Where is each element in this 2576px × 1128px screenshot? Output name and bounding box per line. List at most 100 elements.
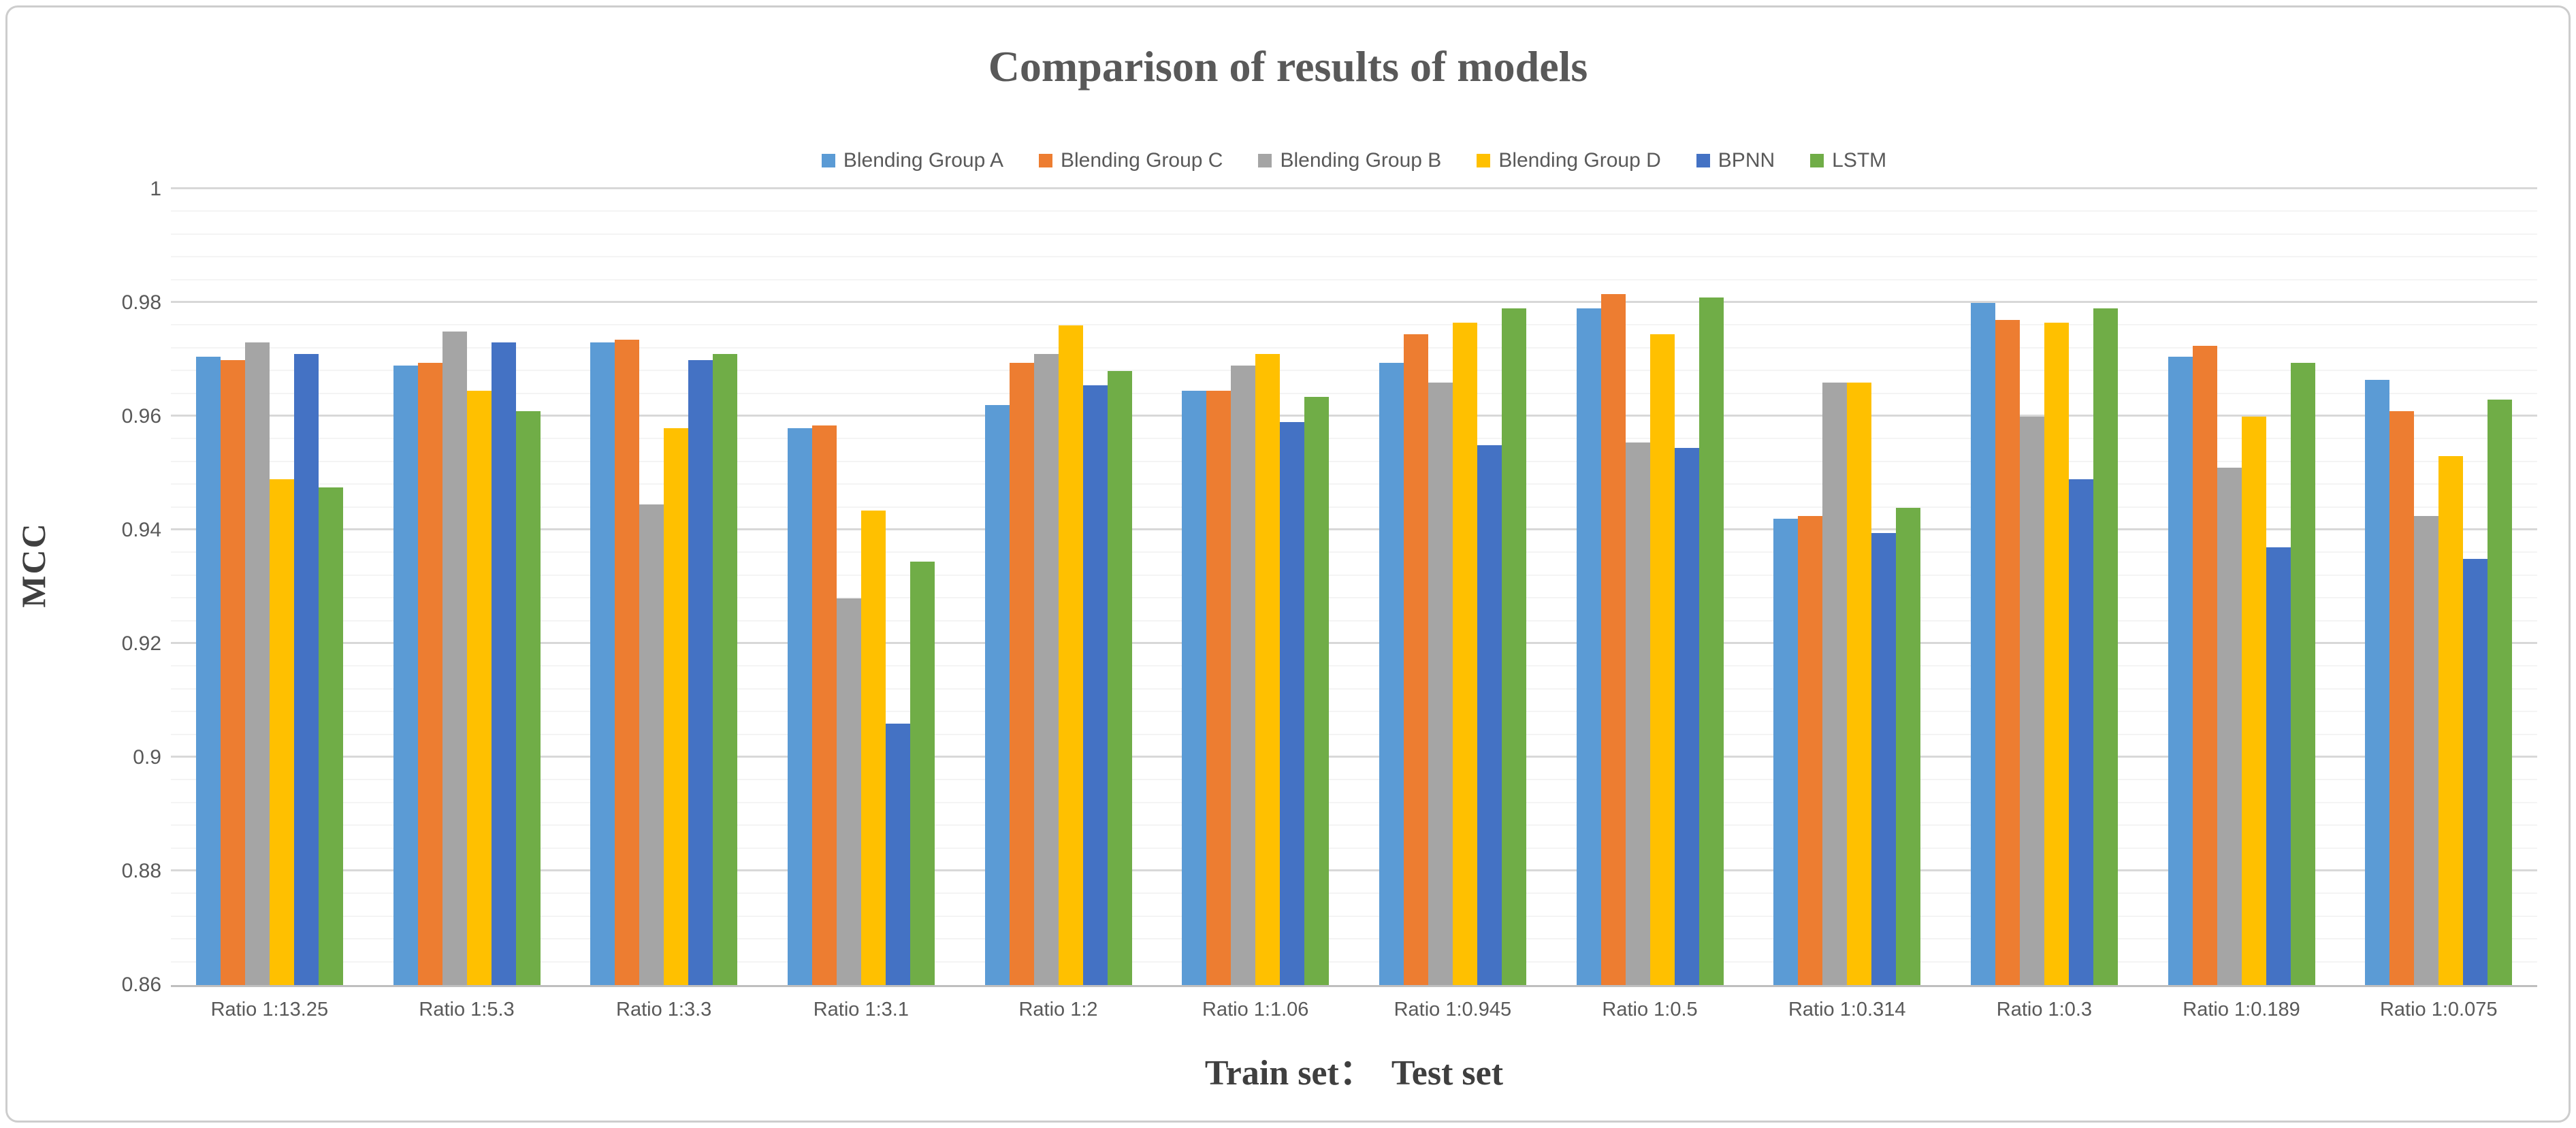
gridline-minor (171, 324, 2537, 326)
bar (466, 391, 492, 985)
x-tick-label: Ratio 1:0.3 (1996, 999, 2093, 1020)
bar (2463, 558, 2488, 985)
bar (1304, 396, 1330, 985)
bar (984, 405, 1010, 985)
bar (1649, 334, 1675, 985)
bar (318, 487, 343, 985)
gridline-minor (171, 779, 2537, 781)
gridline-minor (171, 733, 2537, 735)
gridline-minor (171, 824, 2537, 826)
legend-swatch-icon (821, 154, 835, 167)
bar (293, 354, 319, 985)
bar-group (762, 189, 960, 985)
chart-frame: Comparison of results of models Blending… (5, 5, 2571, 1123)
bar (515, 410, 541, 985)
bar (2217, 468, 2242, 985)
bar (1206, 391, 1231, 985)
bar (713, 354, 738, 985)
gridline-minor (171, 574, 2537, 576)
bar (1009, 362, 1034, 985)
y-tick-label: 0.98 (121, 291, 161, 314)
plot-area (171, 187, 2537, 987)
y-tick-label: 1 (150, 178, 161, 200)
x-tick-label: Ratio 1:0.075 (2379, 999, 2498, 1020)
gridline-minor (171, 460, 2537, 462)
bar (2414, 516, 2439, 985)
bar (1896, 507, 1921, 985)
bar-group (368, 189, 566, 985)
legend-item-5: BPNN (1696, 149, 1775, 172)
x-tick-label: Ratio 1:3.3 (616, 999, 712, 1020)
gridline-minor (171, 506, 2537, 508)
legend-item-6: LSTM (1810, 149, 1886, 172)
bar (393, 365, 418, 985)
gridline-minor (171, 256, 2537, 258)
bar-group (1748, 189, 1946, 985)
x-tick-label: Ratio 1:3.1 (813, 999, 909, 1020)
bar-group (1157, 189, 1354, 985)
bar (2488, 399, 2513, 985)
bar (2365, 379, 2390, 985)
bar-group (2340, 189, 2537, 985)
bar (664, 428, 689, 985)
y-axis-tick-labels: 1 0.98 0.96 0.94 0.92 0.9 0.88 0.86 (7, 178, 161, 996)
legend-swatch-icon (1810, 154, 1824, 167)
gridline-minor (171, 688, 2537, 690)
legend-label: Blending Group C (1061, 149, 1223, 172)
y-axis-title: MCC (14, 522, 52, 608)
bar (2438, 456, 2464, 985)
bar (220, 359, 245, 985)
bar (885, 723, 910, 985)
gridline-major (171, 187, 2537, 189)
bar (1058, 325, 1083, 985)
gridline-major (171, 756, 2537, 758)
legend-label: Blending Group D (1498, 149, 1661, 172)
bar-group (2143, 189, 2340, 985)
bar (2068, 479, 2093, 985)
bar-group (171, 189, 368, 985)
gridline-minor (171, 210, 2537, 212)
bar (836, 598, 861, 985)
bar (1822, 382, 1848, 985)
y-tick-label: 0.86 (121, 973, 161, 996)
bar (1255, 354, 1281, 985)
x-tick-label: Ratio 1:13.25 (210, 999, 329, 1020)
gridline-minor (171, 597, 2537, 599)
gridline-minor (171, 665, 2537, 667)
gridline-major (171, 301, 2537, 304)
gridline-minor (171, 551, 2537, 553)
bar (195, 357, 221, 985)
y-tick-label: 0.88 (121, 859, 161, 882)
bar-group (960, 189, 1157, 985)
gridline-major (171, 528, 2537, 530)
gridline-minor (171, 392, 2537, 394)
y-tick-label: 0.92 (121, 632, 161, 655)
bar (1452, 323, 1477, 985)
gridline-minor (171, 892, 2537, 895)
bar (244, 342, 270, 985)
legend-swatch-icon (1258, 154, 1272, 167)
bar (2044, 323, 2069, 985)
bar (787, 428, 812, 985)
x-axis-title: Train set： Test set (1204, 1054, 1504, 1093)
bar (1403, 334, 1428, 985)
bar (1995, 320, 2020, 985)
legend-label: Blending Group B (1280, 149, 1442, 172)
legend-item-3: Blending Group B (1258, 149, 1441, 172)
x-tick-label: Ratio 1:1.06 (1202, 999, 1309, 1020)
bar (1182, 391, 1207, 985)
gridline-major (171, 869, 2537, 871)
bar (2019, 417, 2044, 985)
x-tick-label: Ratio 1:2 (1018, 999, 1098, 1020)
y-tick-label: 0.96 (121, 404, 161, 428)
bar (1576, 308, 1601, 985)
bar (1033, 354, 1059, 985)
bar (1379, 362, 1404, 985)
gridline-minor (171, 438, 2537, 440)
x-tick-label: Ratio 1:5.3 (419, 999, 515, 1020)
gridline-minor (171, 847, 2537, 849)
gridline-minor (171, 483, 2537, 485)
y-tick-label: 0.94 (121, 518, 161, 541)
bar-group (1946, 189, 2143, 985)
bar (860, 510, 886, 985)
